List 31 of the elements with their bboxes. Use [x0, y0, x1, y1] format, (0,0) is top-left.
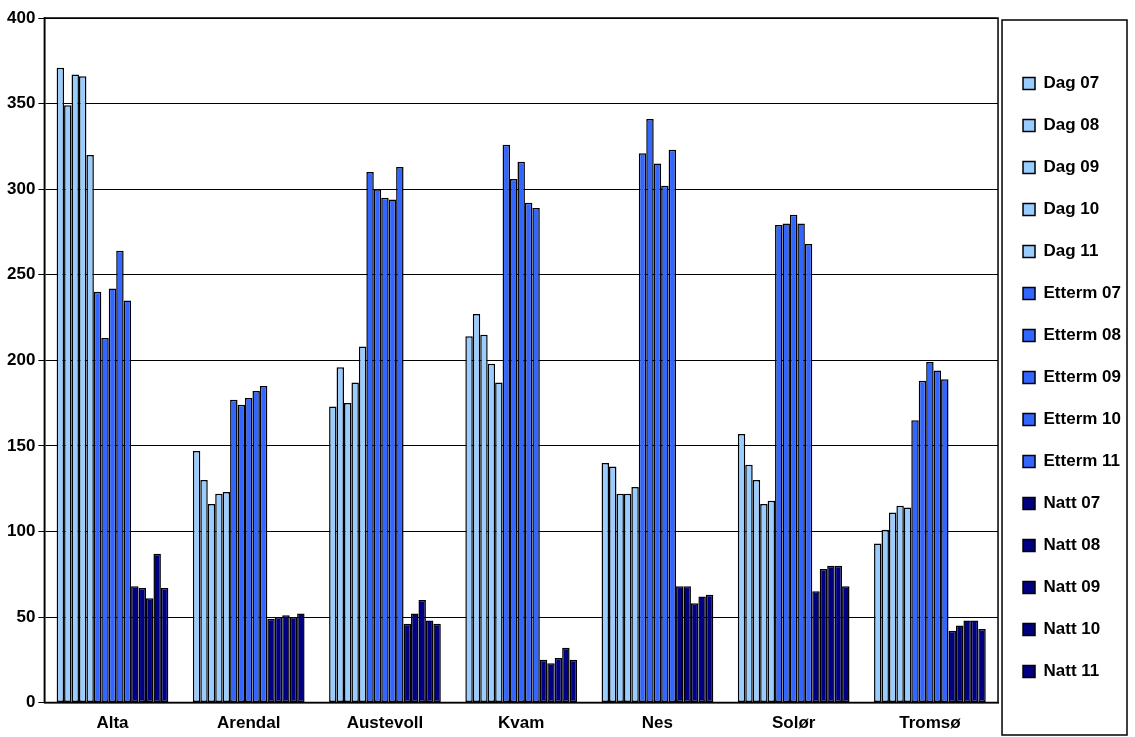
- legend-label: Dag 07: [1043, 73, 1100, 93]
- legend-label: Natt 07: [1043, 493, 1101, 513]
- legend-label: Etterm 11: [1043, 451, 1121, 471]
- x-tick-label: Kvam: [498, 713, 545, 733]
- legend-label: Etterm 09: [1043, 367, 1121, 387]
- legend-label: Dag 10: [1043, 199, 1100, 219]
- legend-label: Etterm 07: [1043, 283, 1121, 303]
- legend-label: Natt 09: [1043, 577, 1101, 597]
- y-tick-label: 150: [6, 435, 36, 455]
- y-tick-label: 400: [6, 7, 36, 27]
- legend-label: Natt 11: [1043, 661, 1100, 681]
- y-tick-label: 200: [6, 349, 36, 369]
- x-tick-label: Arendal: [217, 713, 281, 733]
- y-tick-label: 250: [6, 264, 36, 284]
- x-tick-label: Solør: [771, 713, 816, 733]
- legend-label: Dag 11: [1043, 241, 1099, 261]
- legend-label: Dag 08: [1043, 115, 1100, 135]
- legend-label: Natt 10: [1043, 619, 1101, 639]
- y-tick-label: 0: [25, 692, 36, 712]
- y-tick-label: 50: [16, 606, 36, 626]
- x-tick-label: Nes: [641, 713, 674, 733]
- y-tick-label: 350: [6, 93, 36, 113]
- legend-label: Dag 09: [1043, 157, 1100, 177]
- legend-label: Etterm 08: [1043, 325, 1121, 345]
- legend-label: Natt 08: [1043, 535, 1101, 555]
- y-tick-label: 300: [6, 178, 36, 198]
- legend-label: Etterm 10: [1043, 409, 1121, 429]
- x-tick-label: Austevoll: [346, 713, 424, 733]
- x-tick-label: Alta: [96, 713, 130, 733]
- x-tick-label: Tromsø: [899, 713, 962, 733]
- y-tick-label: 100: [6, 521, 36, 541]
